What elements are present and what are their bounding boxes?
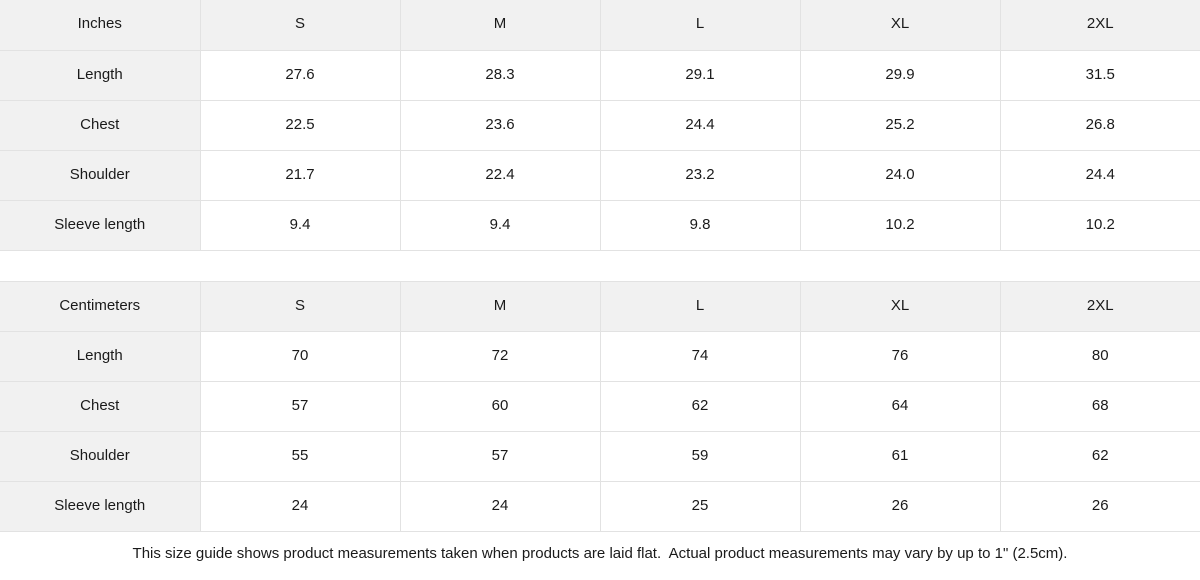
table-row: Length 27.6 28.3 29.1 29.9 31.5 [0, 50, 1200, 101]
centimeters-sleeve-length-xl: 26 [800, 481, 1001, 532]
inches-column-header-2xl: 2XL [1000, 0, 1200, 51]
centimeters-column-header-m: M [400, 281, 601, 332]
centimeters-column-header-2xl: 2XL [1000, 281, 1200, 332]
inches-header-row: Inches S M L XL 2XL [0, 0, 1200, 51]
centimeters-unit-label: Centimeters [0, 281, 201, 332]
inches-sleeve-length-s: 9.4 [200, 200, 401, 251]
inches-chest-s: 22.5 [200, 100, 401, 151]
centimeters-shoulder-s: 55 [200, 431, 401, 482]
inches-row-label-chest: Chest [0, 100, 201, 151]
inches-chest-m: 23.6 [400, 100, 601, 151]
centimeters-length-2xl: 80 [1000, 331, 1200, 382]
inches-column-header-m: M [400, 0, 601, 51]
inches-shoulder-l: 23.2 [600, 150, 801, 201]
inches-length-s: 27.6 [200, 50, 401, 101]
centimeters-column-header-xl: XL [800, 281, 1001, 332]
centimeters-sleeve-length-s: 24 [200, 481, 401, 532]
centimeters-chest-s: 57 [200, 381, 401, 432]
centimeters-row-label-chest: Chest [0, 381, 201, 432]
centimeters-sleeve-length-2xl: 26 [1000, 481, 1200, 532]
inches-length-m: 28.3 [400, 50, 601, 101]
centimeters-header-row: Centimeters S M L XL 2XL [0, 281, 1200, 332]
size-guide-footnote: This size guide shows product measuremen… [0, 531, 1200, 577]
inches-unit-label: Inches [0, 0, 201, 51]
inches-row-label-length: Length [0, 50, 201, 101]
table-row: Chest 57 60 62 64 68 [0, 381, 1200, 432]
inches-sleeve-length-m: 9.4 [400, 200, 601, 251]
table-row: Shoulder 55 57 59 61 62 [0, 431, 1200, 482]
inches-sleeve-length-xl: 10.2 [800, 200, 1001, 251]
table-row: Sleeve length 24 24 25 26 26 [0, 481, 1200, 532]
size-guide-footnote-row: This size guide shows product measuremen… [0, 531, 1200, 577]
centimeters-sleeve-length-m: 24 [400, 481, 601, 532]
centimeters-chest-m: 60 [400, 381, 601, 432]
centimeters-chest-xl: 64 [800, 381, 1001, 432]
inches-sleeve-length-2xl: 10.2 [1000, 200, 1200, 251]
inches-chest-l: 24.4 [600, 100, 801, 151]
inches-shoulder-xl: 24.0 [800, 150, 1001, 201]
table-row: Length 70 72 74 76 80 [0, 331, 1200, 382]
centimeters-length-l: 74 [600, 331, 801, 382]
centimeters-length-s: 70 [200, 331, 401, 382]
centimeters-chest-l: 62 [600, 381, 801, 432]
table-row: Shoulder 21.7 22.4 23.2 24.0 24.4 [0, 150, 1200, 201]
centimeters-row-label-shoulder: Shoulder [0, 431, 201, 482]
centimeters-chest-2xl: 68 [1000, 381, 1200, 432]
table-spacer [0, 250, 1200, 282]
centimeters-sleeve-length-l: 25 [600, 481, 801, 532]
centimeters-row-label-length: Length [0, 331, 201, 382]
centimeters-length-xl: 76 [800, 331, 1001, 382]
inches-shoulder-s: 21.7 [200, 150, 401, 201]
centimeters-length-m: 72 [400, 331, 601, 382]
inches-column-header-xl: XL [800, 0, 1001, 51]
inches-shoulder-2xl: 24.4 [1000, 150, 1200, 201]
inches-row-label-shoulder: Shoulder [0, 150, 201, 201]
centimeters-shoulder-xl: 61 [800, 431, 1001, 482]
centimeters-shoulder-2xl: 62 [1000, 431, 1200, 482]
inches-length-l: 29.1 [600, 50, 801, 101]
inches-shoulder-m: 22.4 [400, 150, 601, 201]
centimeters-column-header-l: L [600, 281, 801, 332]
centimeters-row-label-sleeve-length: Sleeve length [0, 481, 201, 532]
inches-length-xl: 29.9 [800, 50, 1001, 101]
inches-column-header-s: S [200, 0, 401, 51]
inches-row-label-sleeve-length: Sleeve length [0, 200, 201, 251]
inches-length-2xl: 31.5 [1000, 50, 1200, 101]
centimeters-shoulder-l: 59 [600, 431, 801, 482]
centimeters-column-header-s: S [200, 281, 401, 332]
inches-column-header-l: L [600, 0, 801, 51]
table-row: Sleeve length 9.4 9.4 9.8 10.2 10.2 [0, 200, 1200, 251]
centimeters-shoulder-m: 57 [400, 431, 601, 482]
inches-chest-xl: 25.2 [800, 100, 1001, 151]
inches-sleeve-length-l: 9.8 [600, 200, 801, 251]
table-spacer-cell [0, 250, 1200, 282]
table-row: Chest 22.5 23.6 24.4 25.2 26.8 [0, 100, 1200, 151]
inches-chest-2xl: 26.8 [1000, 100, 1200, 151]
